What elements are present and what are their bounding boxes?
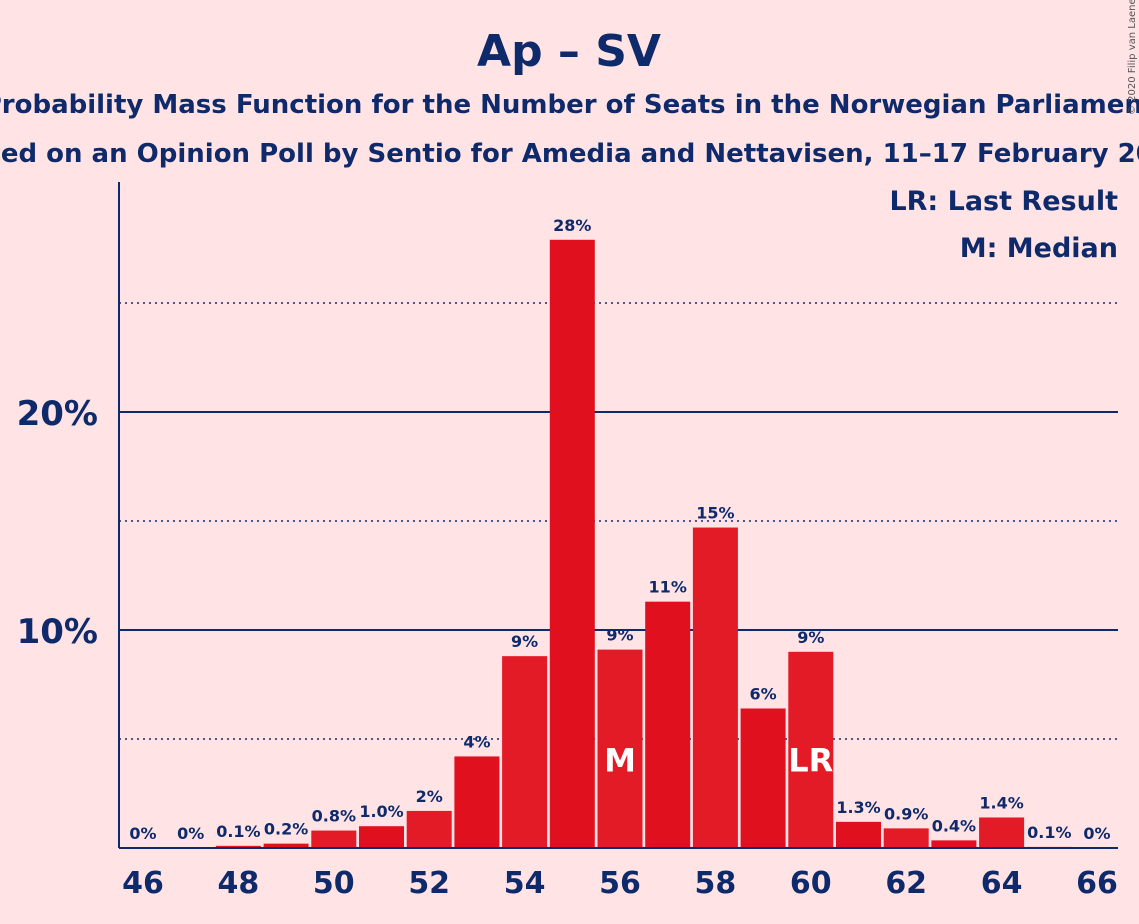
bar (406, 810, 452, 848)
data-label: 0% (177, 824, 204, 843)
data-label: 15% (696, 504, 734, 523)
data-label: 0.4% (932, 816, 976, 835)
x-tick-label: 50 (313, 866, 355, 901)
data-label: 0.9% (884, 804, 928, 823)
bar (692, 527, 738, 848)
x-tick-label: 46 (122, 866, 164, 901)
data-labels: 0% 0% 0.1% 0.2%0.8% 1.0%2%4%9%28%9%11%15%6%9… (129, 216, 1110, 843)
bar (979, 817, 1025, 848)
legend-last-result: LR: Last Result (889, 186, 1118, 217)
bars (215, 239, 1072, 848)
last-result-marker: LR (788, 742, 833, 780)
legend-median: M: Median (960, 233, 1118, 264)
chart-title: Ap – SV (477, 26, 661, 77)
data-label: 4% (463, 732, 490, 751)
chart-subtitle-1: Probability Mass Function for the Number… (0, 90, 1139, 120)
x-tick-label: 56 (599, 866, 641, 901)
copyright-text: © 2020 Filip van Laenen (1127, 0, 1138, 115)
data-label: 0% (129, 824, 156, 843)
bar (359, 826, 404, 848)
x-tick-label: 64 (981, 866, 1023, 901)
axes: 46 48 50 52 54 56 58 60 62 64 66 (118, 182, 1118, 901)
bar (311, 830, 357, 848)
data-label: 9% (606, 626, 633, 645)
bar (740, 708, 786, 848)
x-tick-label: 62 (885, 866, 927, 901)
data-label: 9% (797, 628, 824, 647)
bar (549, 239, 595, 848)
bar (931, 840, 977, 848)
bar (597, 649, 643, 848)
data-label: 0.1% (1027, 823, 1071, 842)
data-label: 11% (649, 578, 687, 597)
data-label: 0.8% (312, 807, 356, 826)
data-label: 28% (553, 216, 591, 235)
x-tick-label: 54 (504, 866, 546, 901)
x-tick-label: 60 (790, 866, 832, 901)
data-label: 0.1% (216, 822, 260, 841)
bar (263, 843, 309, 848)
y-tick-label: 10% (17, 612, 98, 652)
data-label: 2% (416, 787, 443, 806)
data-label: 9% (511, 632, 538, 651)
bar (788, 651, 834, 848)
x-tick-label: 48 (218, 866, 260, 901)
bar (883, 828, 929, 848)
x-tick-label: 52 (408, 866, 450, 901)
median-marker: M (604, 742, 636, 780)
x-tick-label: 58 (695, 866, 737, 901)
data-label: 1.0% (359, 802, 403, 821)
data-label: 0.2% (264, 820, 308, 839)
data-label: 0% (1083, 824, 1110, 843)
data-label: 1.4% (979, 793, 1023, 812)
chart-subtitle-2: Based on an Opinion Poll by Sentio for A… (0, 139, 1139, 169)
bar (215, 845, 261, 848)
bar (836, 821, 881, 848)
bar (645, 601, 691, 848)
y-tick-label: 20% (17, 394, 98, 434)
data-label: 1.3% (836, 798, 880, 817)
bar (454, 756, 500, 848)
bar (502, 656, 548, 848)
data-label: 6% (750, 684, 777, 703)
x-tick-label: 66 (1076, 866, 1118, 901)
